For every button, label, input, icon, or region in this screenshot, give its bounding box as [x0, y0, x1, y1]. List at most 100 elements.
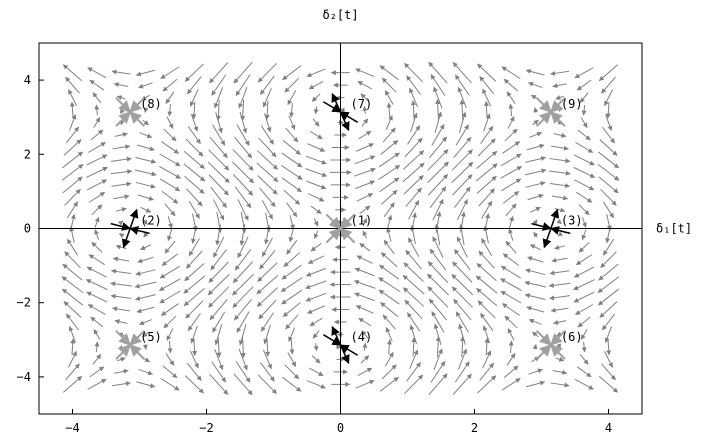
field-arrow — [379, 177, 400, 193]
saddle-out-arrow — [339, 111, 350, 132]
field-arrow — [235, 361, 251, 383]
field-arrow — [477, 138, 496, 157]
field-arrow — [483, 100, 489, 119]
field-arrow — [142, 331, 149, 338]
field-arrow — [167, 216, 173, 229]
field-arrow — [261, 237, 273, 258]
field-arrow — [236, 311, 250, 333]
field-arrow — [143, 107, 149, 113]
field-arrow — [380, 140, 399, 155]
field-arrow — [115, 207, 127, 213]
field-arrow — [281, 152, 303, 168]
field-arrow — [69, 101, 75, 119]
field-arrow — [113, 82, 129, 88]
field-arrow — [232, 273, 254, 296]
field-arrow — [504, 315, 518, 329]
field-arrow — [599, 139, 618, 156]
field-arrow — [477, 375, 497, 394]
field-arrow — [435, 99, 441, 121]
equilibrium-point: (1) — [325, 214, 372, 244]
field-arrow — [234, 298, 253, 321]
field-arrow — [581, 217, 587, 228]
field-arrow — [114, 319, 128, 325]
field-arrow — [551, 257, 568, 263]
field-arrow — [134, 294, 156, 301]
field-arrow — [163, 128, 177, 142]
field-arrow — [382, 127, 396, 143]
field-arrow — [427, 261, 449, 283]
field-arrow — [431, 124, 445, 146]
field-arrow — [281, 177, 302, 193]
field-arrow — [455, 124, 469, 146]
field-arrow — [601, 313, 616, 331]
field-arrow — [556, 218, 562, 225]
field-arrow — [476, 263, 497, 282]
field-arrow — [455, 311, 469, 333]
field-arrow — [453, 298, 472, 321]
field-arrow — [451, 273, 474, 296]
field-arrow — [135, 157, 157, 164]
field-arrow — [354, 167, 376, 177]
field-arrow — [606, 338, 612, 356]
equilibrium-point: (5) — [115, 330, 162, 360]
field-arrow — [575, 142, 594, 153]
field-arrow — [483, 113, 491, 132]
field-arrow — [549, 295, 571, 301]
field-arrow — [574, 179, 595, 191]
field-arrow — [283, 189, 301, 205]
field-arrow — [573, 266, 595, 278]
field-arrow — [140, 206, 152, 213]
field-arrow — [257, 262, 278, 282]
field-arrow — [86, 154, 108, 166]
field-arrow — [600, 188, 617, 206]
field-arrow — [61, 288, 83, 306]
field-arrow — [186, 250, 203, 269]
field-arrow — [188, 200, 200, 219]
field-arrow — [508, 103, 514, 117]
field-arrow — [161, 191, 179, 204]
field-arrow — [504, 128, 518, 142]
field-arrow — [260, 362, 275, 382]
field-arrow — [207, 161, 230, 184]
field-arrow — [70, 213, 76, 231]
field-arrow — [142, 344, 148, 350]
field-arrow — [281, 264, 302, 280]
field-arrow — [502, 141, 521, 154]
field-arrow — [208, 174, 229, 196]
field-arrow — [289, 103, 295, 118]
y-tick-label: −4 — [17, 370, 31, 384]
field-arrow — [92, 92, 102, 103]
field-arrow — [210, 186, 227, 208]
saddle-out-arrow — [339, 344, 350, 365]
field-arrow — [433, 348, 443, 371]
field-arrow — [458, 323, 466, 345]
stable-arrow — [550, 344, 566, 360]
field-arrow — [402, 162, 425, 183]
field-arrow — [261, 200, 273, 220]
stable-arrow — [550, 330, 566, 346]
field-arrow — [457, 86, 467, 109]
field-arrow — [89, 366, 105, 378]
field-arrow — [313, 230, 319, 239]
field-arrow — [64, 188, 81, 206]
field-arrow — [311, 93, 321, 102]
field-arrow — [65, 313, 80, 331]
field-arrow — [380, 252, 398, 268]
field-arrow — [506, 353, 516, 366]
field-arrow — [428, 136, 447, 159]
field-arrow — [550, 382, 570, 388]
field-arrow — [528, 368, 543, 375]
x-tick-label: 0 — [337, 421, 344, 435]
field-arrow — [160, 66, 180, 80]
field-arrow — [189, 88, 199, 107]
field-arrow — [549, 158, 571, 164]
field-arrow — [186, 188, 203, 207]
field-arrow — [308, 367, 324, 377]
field-arrow — [312, 118, 320, 127]
field-arrow — [355, 305, 374, 314]
field-arrow — [381, 189, 398, 205]
field-arrow — [378, 152, 400, 168]
field-arrow — [210, 249, 227, 271]
field-arrow — [550, 307, 569, 313]
field-arrow — [308, 193, 325, 202]
